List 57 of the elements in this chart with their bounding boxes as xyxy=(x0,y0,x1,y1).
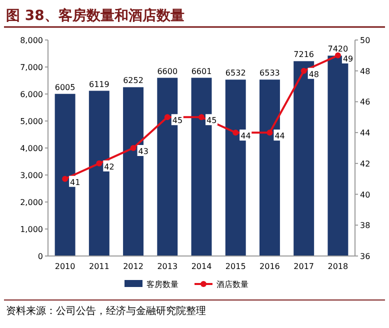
data-label: 6252 xyxy=(123,76,144,86)
data-label: 43 xyxy=(138,147,148,156)
legend-label: 客房数量 xyxy=(146,280,178,289)
point xyxy=(266,130,273,136)
chart-title: 图 38、客房数量和酒店数量 xyxy=(6,7,184,24)
x-tick-label: 2018 xyxy=(328,262,348,271)
y-tick-label: 6,000 xyxy=(20,90,43,99)
y-tick-label: 7,000 xyxy=(20,63,43,72)
data-label: 49 xyxy=(342,54,354,64)
y2-tick-label: 48 xyxy=(360,66,370,76)
x-tick-label: 2010 xyxy=(54,262,76,271)
data-label: 7216 xyxy=(294,50,314,60)
data-label: 44 xyxy=(240,132,251,141)
x-tick-label: 2012 xyxy=(123,262,144,271)
point xyxy=(130,145,136,151)
x-tick-label: 2016 xyxy=(260,262,280,271)
y2-tick-label: 40 xyxy=(360,190,370,200)
y2-tick-label: 42 xyxy=(360,159,370,168)
data-label: 45 xyxy=(172,116,183,126)
data-label: 6533 xyxy=(260,68,280,78)
point xyxy=(164,114,170,120)
y-tick-label: 4,000 xyxy=(20,144,43,153)
data-label: 6532 xyxy=(225,68,246,78)
point xyxy=(232,130,239,136)
y2-tick-label: 36 xyxy=(360,252,370,261)
y-tick-label: 5,000 xyxy=(20,117,43,126)
data-label: 6601 xyxy=(191,66,212,76)
point xyxy=(62,176,68,182)
y2-tick-label: 44 xyxy=(360,128,370,138)
y2-tick-label: 46 xyxy=(360,98,370,107)
y-tick-label: 0 xyxy=(38,252,43,261)
x-tick-label: 2017 xyxy=(294,262,314,271)
legend-label: 酒店数量 xyxy=(216,280,248,289)
point xyxy=(300,68,307,74)
data-label: 41 xyxy=(70,178,80,187)
text: 资料来源：公司公告，经济与金融研究院整理 xyxy=(6,305,206,317)
data-label: 6600 xyxy=(157,66,178,76)
data-label: 44 xyxy=(274,132,285,141)
y2-tick-label: 50 xyxy=(360,36,370,45)
y-tick-label: 8,000 xyxy=(20,36,43,45)
x-tick-label: 2013 xyxy=(157,262,178,271)
data-label: 48 xyxy=(308,70,320,79)
data-label: 6119 xyxy=(88,80,110,89)
point xyxy=(198,114,204,120)
x-tick-label: 2011 xyxy=(88,262,110,271)
point xyxy=(334,52,341,58)
y2-tick-label: 38 xyxy=(360,221,370,230)
data-label: 45 xyxy=(206,116,217,126)
y-tick-label: 3,000 xyxy=(20,171,43,180)
data-label: 7420 xyxy=(328,44,348,54)
point xyxy=(96,160,102,166)
data-label: 42 xyxy=(104,162,114,172)
x-tick-label: 2015 xyxy=(225,262,246,271)
y-tick-label: 2,000 xyxy=(20,198,43,207)
data-label: 6005 xyxy=(54,82,76,92)
y-tick-label: 1,000 xyxy=(20,225,43,234)
x-tick-label: 2014 xyxy=(191,262,212,271)
